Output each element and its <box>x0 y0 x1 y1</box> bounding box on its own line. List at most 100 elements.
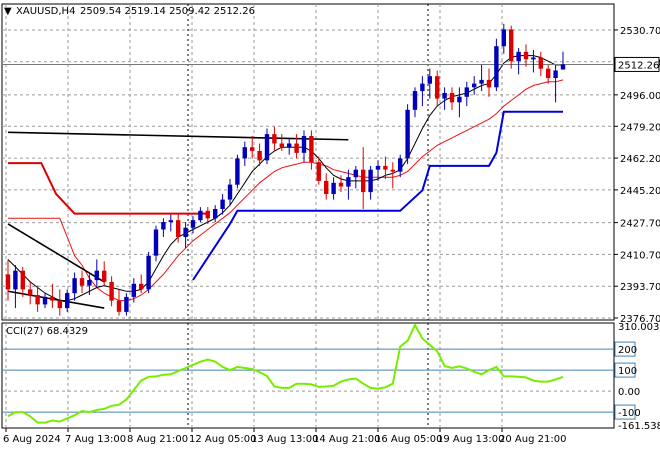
candle-body <box>176 220 181 237</box>
candle-body <box>153 229 159 256</box>
candle-body <box>227 184 233 200</box>
candle-body <box>464 87 469 97</box>
candle-body <box>13 270 18 290</box>
current-price-box <box>614 56 660 72</box>
cci-level-box <box>614 362 636 378</box>
candle-body <box>420 83 425 92</box>
candle-body <box>375 165 381 170</box>
cci-tick-label: 200 <box>618 345 637 356</box>
candle-body <box>264 134 270 161</box>
candle-body <box>560 64 566 70</box>
candle-body <box>301 136 307 153</box>
candle-body <box>42 296 48 305</box>
candle-body <box>538 57 543 69</box>
cci-lines <box>2 322 614 424</box>
candle-body <box>346 177 351 187</box>
candle-body <box>72 278 77 294</box>
candle-body <box>65 293 70 309</box>
stop-blue-line <box>192 110 563 281</box>
price-tick-label: 2445.20 <box>620 186 660 197</box>
candle-body <box>287 143 292 148</box>
candle-body <box>250 147 255 151</box>
candle-body <box>338 182 344 187</box>
price-tick-label: 2496.00 <box>620 91 660 102</box>
time-tick-label: 6 Aug 2024 <box>3 434 61 445</box>
candle-body <box>5 274 11 290</box>
candle-body <box>28 289 33 295</box>
candle-body <box>35 295 40 305</box>
ohlc-readout: 2509.54 2519.14 2509.42 2512.26 <box>80 6 255 17</box>
candle-body <box>57 300 62 309</box>
candle-body <box>368 169 373 193</box>
candle-body <box>235 158 240 185</box>
grid-and-frame <box>1 3 618 432</box>
candle-body <box>316 162 321 181</box>
candle-body <box>509 29 514 62</box>
candle-body <box>168 220 173 223</box>
cci-level-box <box>614 404 636 420</box>
cci-tick-label: -161.5389 <box>618 421 660 432</box>
candle-body <box>220 199 225 209</box>
cci-tick-label: -100 <box>618 408 641 419</box>
candle-body <box>79 278 85 286</box>
time-tick-label: 8 Aug 21:00 <box>127 434 188 445</box>
candle-body <box>516 51 521 62</box>
candle-body <box>553 70 558 78</box>
candle-body <box>50 296 55 301</box>
time-tick-label: 20 Aug 21:00 <box>499 434 566 445</box>
time-tick-label: 19 Aug 13:00 <box>437 434 504 445</box>
candle-body <box>523 51 529 60</box>
price-tick-label: 2530.70 <box>620 26 660 37</box>
axis-labels: 2530.702513.702496.002479.202462.202445.… <box>3 26 660 445</box>
candle-body <box>279 143 284 148</box>
candle-body <box>124 296 129 312</box>
time-tick-label: 12 Aug 05:00 <box>189 434 256 445</box>
candle-body <box>361 169 366 193</box>
cci-panel-frame <box>1 322 615 429</box>
cci-tick-label: 0.00 <box>618 387 640 398</box>
symbol-caret-icon[interactable]: ▼ <box>4 6 12 17</box>
candle-body <box>331 182 336 194</box>
candle-body <box>501 29 506 47</box>
candle-body <box>139 283 144 290</box>
candle-body <box>353 169 358 178</box>
stop-red-line <box>8 162 208 215</box>
candle-body <box>457 96 462 103</box>
candle-body <box>20 270 25 290</box>
trendline-upper <box>7 223 105 283</box>
candle-body <box>442 93 447 99</box>
price-tick-label: 2479.20 <box>620 122 660 133</box>
candle-body <box>116 300 122 312</box>
time-tick-label: 14 Aug 21:00 <box>313 434 380 445</box>
candle-body <box>309 136 314 163</box>
candle-body <box>87 280 92 286</box>
cci-label: CCI(27) 68.4329 <box>6 326 88 337</box>
candle-body <box>272 134 277 144</box>
candle-body <box>94 270 99 281</box>
cci-tick-label: 310.0039 <box>618 322 660 333</box>
candle-body <box>449 93 455 103</box>
candle-body <box>398 158 403 172</box>
price-tick-label: 2427.70 <box>620 219 660 230</box>
candle-body <box>294 143 299 153</box>
price-tick-label: 2410.70 <box>620 250 660 261</box>
candle-body <box>546 68 551 79</box>
indicator-lines <box>2 55 614 309</box>
symbol-label: XAUUSD,H4 <box>16 6 75 17</box>
candle-body <box>109 281 114 301</box>
candle-body <box>486 79 492 88</box>
ma-red-line <box>8 79 564 302</box>
candle-body <box>131 283 136 297</box>
price-tick-label: 2393.70 <box>620 282 660 293</box>
candle-body <box>102 270 107 282</box>
trendline-resistance <box>7 131 349 141</box>
candle-body <box>146 255 151 290</box>
candle-body <box>531 57 536 60</box>
candle-body <box>242 147 247 159</box>
price-tick-label: 2462.20 <box>620 154 660 165</box>
candle-body <box>183 227 188 238</box>
candle-body <box>161 222 166 230</box>
time-tick-label: 13 Aug 13:00 <box>251 434 318 445</box>
